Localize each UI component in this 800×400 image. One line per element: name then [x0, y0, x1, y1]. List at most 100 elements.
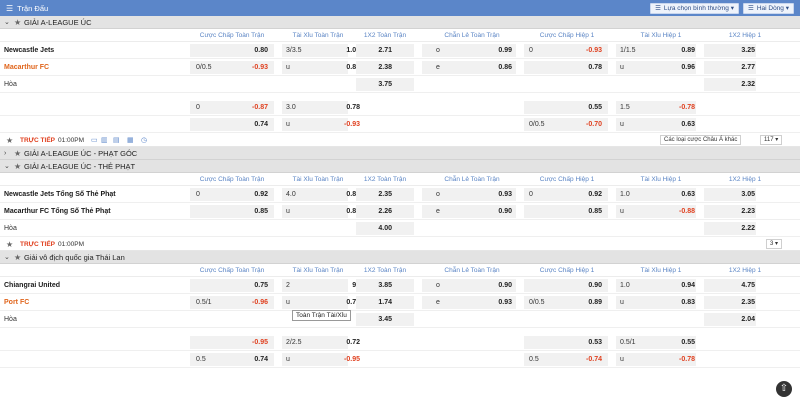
odds-cell[interactable]: [704, 313, 756, 326]
odds-cell[interactable]: [616, 118, 696, 131]
odds-cell[interactable]: [282, 336, 348, 349]
odds-value[interactable]: 0.53: [588, 339, 602, 346]
odds-value[interactable]: 0.74: [254, 121, 268, 128]
menu-icon[interactable]: ☰: [6, 3, 14, 13]
odds-value[interactable]: -0.78: [679, 104, 695, 111]
league-header[interactable]: ⌄ ★ Giải vô địch quốc gia Thái Lan: [0, 251, 800, 264]
odds-value[interactable]: 0.75: [254, 282, 268, 289]
odds-cell[interactable]: [422, 61, 516, 74]
odds-value[interactable]: 1.74: [378, 299, 392, 306]
odds-value[interactable]: -0.95: [344, 356, 360, 363]
odds-value[interactable]: 2.35: [378, 191, 392, 198]
odds-value[interactable]: 0.90: [498, 208, 512, 215]
odds-value[interactable]: 1.00: [346, 47, 360, 54]
odds-cell[interactable]: [282, 353, 348, 366]
odds-cell[interactable]: [616, 61, 696, 74]
odds-cell[interactable]: [282, 188, 348, 201]
star-icon[interactable]: ★: [6, 240, 14, 249]
odds-value[interactable]: 0.80: [254, 47, 268, 54]
odds-cell[interactable]: [190, 188, 274, 201]
odds-cell[interactable]: [704, 205, 756, 218]
odds-value[interactable]: -0.87: [252, 104, 268, 111]
odds-value[interactable]: 0.63: [681, 191, 695, 198]
league-header[interactable]: ⌄ ★ GIẢI A-LEAGUE ÚC - THẺ PHẠT: [0, 160, 800, 173]
odds-value[interactable]: -0.78: [679, 356, 695, 363]
odds-value[interactable]: 0.74: [254, 356, 268, 363]
odds-value[interactable]: 2.77: [741, 64, 755, 71]
calendar-icon[interactable]: ▦: [127, 137, 134, 144]
odds-cell[interactable]: [704, 222, 756, 235]
clock-icon[interactable]: ◷: [141, 137, 148, 144]
odds-cell[interactable]: [704, 279, 756, 292]
odds-cell[interactable]: [422, 188, 516, 201]
chevron-down-icon[interactable]: ⌄: [4, 163, 10, 170]
odds-value[interactable]: 4.75: [741, 282, 755, 289]
odds-value[interactable]: 3.25: [741, 47, 755, 54]
odds-value[interactable]: 0.63: [681, 121, 695, 128]
odds-value[interactable]: 2.38: [378, 64, 392, 71]
odds-cell[interactable]: [524, 296, 608, 309]
odds-value[interactable]: 0.78: [346, 104, 360, 111]
odds-cell[interactable]: [282, 118, 348, 131]
odds-cell[interactable]: [524, 205, 608, 218]
odds-cell[interactable]: [524, 336, 608, 349]
odds-cell[interactable]: [422, 205, 516, 218]
odds-cell[interactable]: [282, 44, 348, 57]
odds-cell[interactable]: [356, 78, 414, 91]
scroll-top-button[interactable]: ⇧: [776, 381, 792, 397]
line-mode-dropdown[interactable]: ☰ Hai Dòng ▾: [742, 2, 794, 14]
odds-cell[interactable]: [356, 188, 414, 201]
odds-cell[interactable]: [616, 188, 696, 201]
star-icon[interactable]: ★: [14, 148, 22, 158]
odds-cell[interactable]: [704, 61, 756, 74]
odds-value[interactable]: 3.85: [378, 282, 392, 289]
tv-icon[interactable]: ▭: [91, 137, 98, 144]
odds-value[interactable]: -0.93: [586, 47, 602, 54]
odds-value[interactable]: 2.04: [741, 316, 755, 323]
odds-type-select[interactable]: Các loại cược Châu Á khác: [660, 135, 742, 145]
chevron-down-icon[interactable]: ⌄: [4, 19, 10, 26]
odds-value[interactable]: 0.90: [498, 282, 512, 289]
odds-value[interactable]: -0.88: [679, 208, 695, 215]
odds-value[interactable]: 0.92: [588, 191, 602, 198]
odds-value[interactable]: -0.93: [344, 121, 360, 128]
odds-value[interactable]: 0.78: [588, 64, 602, 71]
odds-value[interactable]: 3.45: [378, 316, 392, 323]
odds-cell[interactable]: [616, 296, 696, 309]
odds-cell[interactable]: [190, 101, 274, 114]
odds-cell[interactable]: [282, 205, 348, 218]
chevron-down-icon[interactable]: ⌄: [4, 254, 10, 261]
odds-cell[interactable]: [356, 313, 414, 326]
odds-cell[interactable]: [524, 118, 608, 131]
odds-cell[interactable]: [704, 188, 756, 201]
odds-value[interactable]: -0.95: [252, 339, 268, 346]
odds-cell[interactable]: [524, 353, 608, 366]
odds-cell[interactable]: [524, 101, 608, 114]
stats-icon[interactable]: ▥: [101, 137, 108, 144]
odds-cell[interactable]: [616, 336, 696, 349]
star-icon[interactable]: ★: [14, 17, 22, 27]
doc-icon[interactable]: ▤: [113, 137, 120, 144]
odds-value[interactable]: 4.00: [378, 225, 392, 232]
league-header[interactable]: ⌄ ★ GIẢI A-LEAGUE ÚC: [0, 16, 800, 29]
chevron-right-icon[interactable]: ›: [4, 149, 7, 157]
odds-cell[interactable]: [422, 279, 516, 292]
odds-value[interactable]: 2.22: [741, 225, 755, 232]
odds-cell[interactable]: [190, 296, 274, 309]
odds-value[interactable]: 0.78: [346, 299, 360, 306]
odds-value[interactable]: 0.85: [254, 208, 268, 215]
odds-value[interactable]: 0.83: [681, 299, 695, 306]
odds-cell[interactable]: [190, 353, 274, 366]
odds-cell[interactable]: [356, 296, 414, 309]
odds-value[interactable]: 0.96: [681, 64, 695, 71]
odds-value[interactable]: 2.35: [741, 299, 755, 306]
odds-value[interactable]: 0.89: [588, 299, 602, 306]
odds-cell[interactable]: [356, 222, 414, 235]
odds-value[interactable]: 0.89: [681, 47, 695, 54]
odds-value[interactable]: 2.23: [741, 208, 755, 215]
odds-cell[interactable]: [190, 118, 274, 131]
odds-cell[interactable]: [704, 296, 756, 309]
odds-value[interactable]: 2.71: [378, 47, 392, 54]
league-header[interactable]: › ★ GIẢI A-LEAGUE ÚC - PHẠT GÓC: [0, 147, 800, 160]
odds-cell[interactable]: [190, 279, 274, 292]
